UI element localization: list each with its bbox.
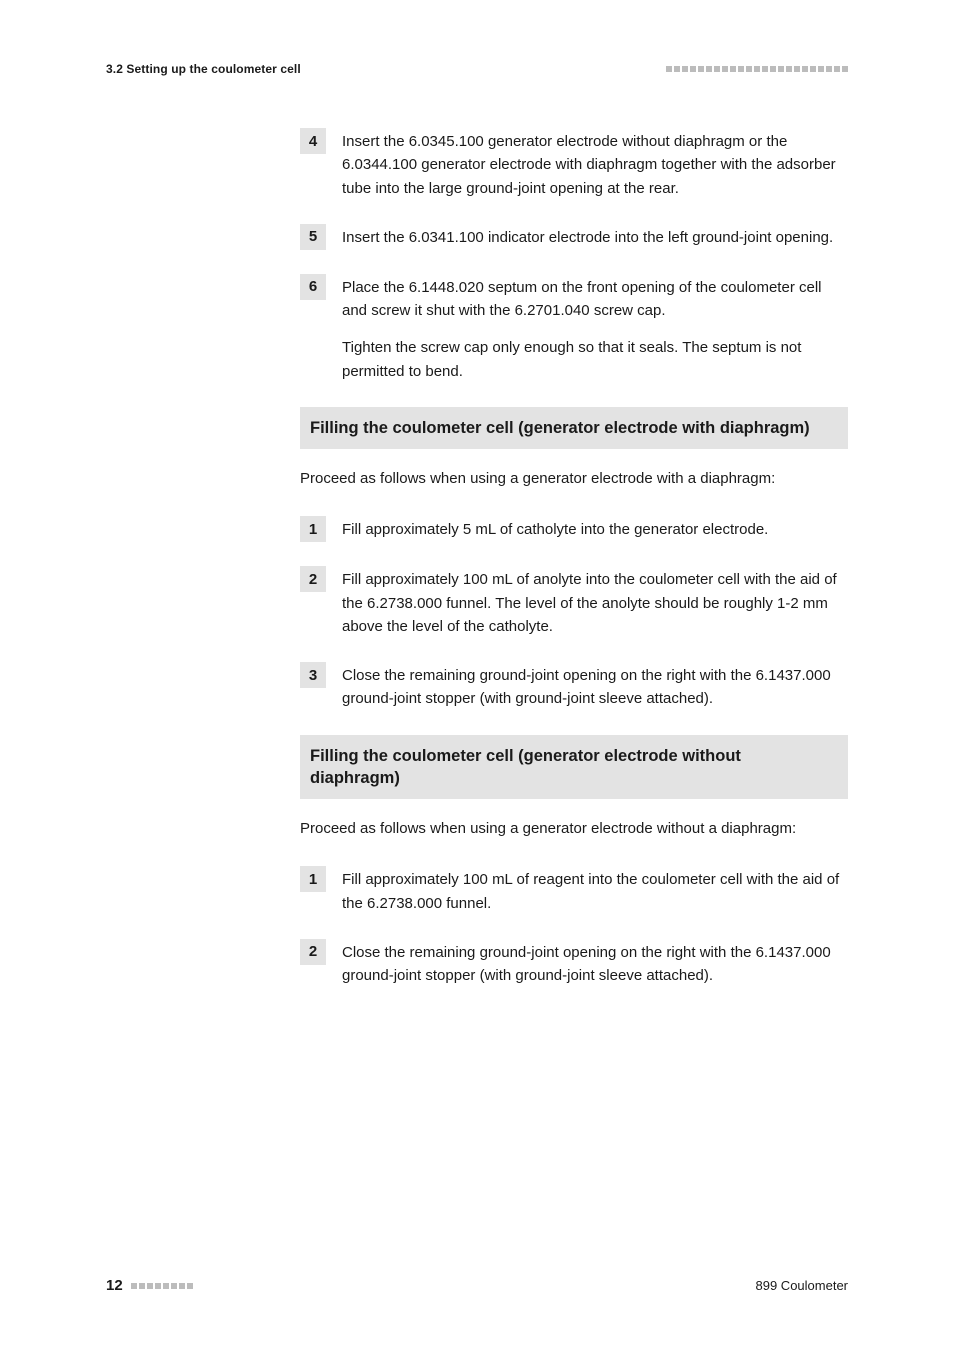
step-paragraph: Close the remaining ground-joint opening… (342, 941, 848, 988)
step-paragraph: Fill approximately 100 mL of reagent int… (342, 868, 848, 915)
numbered-step: 6 Place the 6.1448.020 septum on the fron… (300, 274, 848, 383)
step-body: Close the remaining ground-joint opening… (342, 662, 848, 711)
running-header: 3.2 Setting up the coulometer cell (106, 62, 848, 76)
step-body: Insert the 6.0345.100 generator electrod… (342, 128, 848, 200)
numbered-step: 1 Fill approximately 5 mL of catholyte in… (300, 516, 848, 542)
step-number-box: 1 (300, 516, 326, 542)
step-body: Fill approximately 100 mL of reagent int… (342, 866, 848, 915)
step-body: Fill approximately 5 mL of catholyte int… (342, 516, 768, 541)
numbered-step: 1 Fill approximately 100 mL of reagent in… (300, 866, 848, 915)
numbered-step: 4 Insert the 6.0345.100 generator electro… (300, 128, 848, 200)
step-number-box: 2 (300, 566, 326, 592)
step-number-box: 1 (300, 866, 326, 892)
step-paragraph: Fill approximately 5 mL of catholyte int… (342, 518, 768, 541)
page-number: 12 (106, 1277, 123, 1294)
footer-left: 12 (106, 1277, 193, 1294)
step-paragraph: Insert the 6.0345.100 generator electrod… (342, 130, 848, 200)
step-paragraph: Fill approximately 100 mL of anolyte int… (342, 568, 848, 638)
step-paragraph: Place the 6.1448.020 septum on the front… (342, 276, 848, 323)
step-body: Close the remaining ground-joint opening… (342, 939, 848, 988)
step-body: Place the 6.1448.020 septum on the front… (342, 274, 848, 383)
step-number-box: 4 (300, 128, 326, 154)
content-column: 4 Insert the 6.0345.100 generator electro… (300, 128, 848, 1011)
section-heading: Filling the coulometer cell (generator e… (300, 407, 848, 449)
numbered-step: 2 Fill approximately 100 mL of anolyte in… (300, 566, 848, 638)
step-body: Insert the 6.0341.100 indicator electrod… (342, 224, 833, 249)
step-number-box: 6 (300, 274, 326, 300)
intro-paragraph: Proceed as follows when using a generato… (300, 817, 848, 840)
step-number-box: 2 (300, 939, 326, 965)
step-number-box: 3 (300, 662, 326, 688)
footer-dash-ornament (131, 1283, 193, 1289)
step-paragraph: Close the remaining ground-joint opening… (342, 664, 848, 711)
step-paragraph: Tighten the screw cap only enough so tha… (342, 336, 848, 383)
step-body: Fill approximately 100 mL of anolyte int… (342, 566, 848, 638)
running-footer: 12 899 Coulometer (106, 1277, 848, 1294)
step-paragraph: Insert the 6.0341.100 indicator electrod… (342, 226, 833, 249)
intro-paragraph: Proceed as follows when using a generato… (300, 467, 848, 490)
numbered-step: 3 Close the remaining ground-joint openin… (300, 662, 848, 711)
page: 3.2 Setting up the coulometer cell 4 Inse… (0, 0, 954, 1350)
numbered-step: 2 Close the remaining ground-joint openin… (300, 939, 848, 988)
numbered-step: 5 Insert the 6.0341.100 indicator electro… (300, 224, 848, 250)
header-section-title: 3.2 Setting up the coulometer cell (106, 62, 301, 76)
footer-product-name: 899 Coulometer (756, 1278, 849, 1293)
header-dash-ornament (666, 66, 848, 72)
step-number-box: 5 (300, 224, 326, 250)
section-heading: Filling the coulometer cell (generator e… (300, 735, 848, 800)
